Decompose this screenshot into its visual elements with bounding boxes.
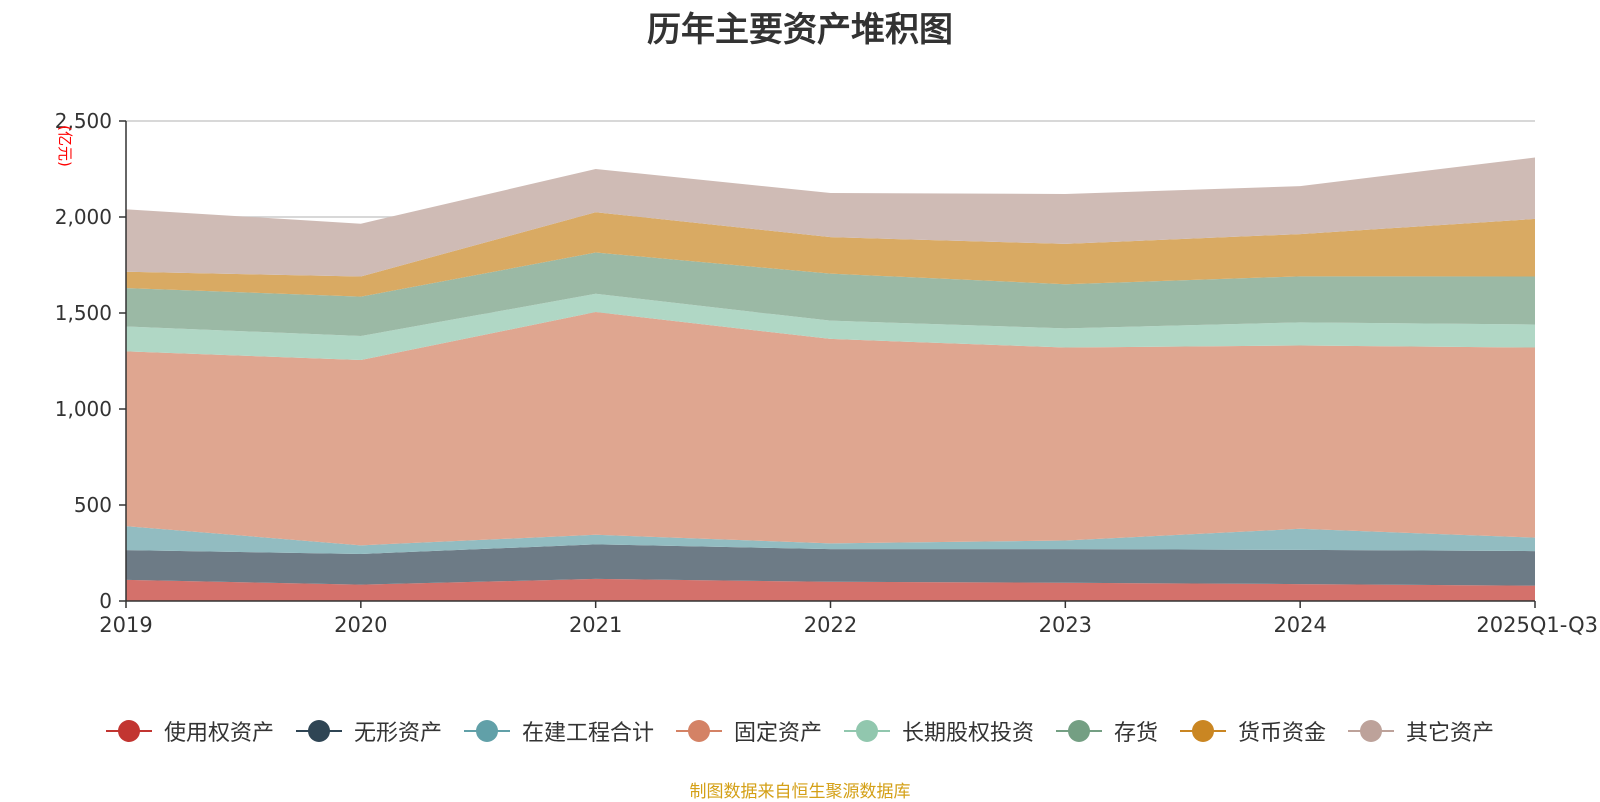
area-series-6 — [126, 252, 1535, 337]
x-tick-label: 2025Q1-Q3 — [1476, 613, 1598, 637]
chart-title: 历年主要资产堆积图 — [647, 10, 953, 50]
legend-label: 固定资产 — [733, 721, 822, 746]
area-series-2 — [126, 544, 1535, 586]
legend-label: 其它资产 — [1406, 721, 1495, 746]
x-tick-label: 2020 — [334, 613, 387, 637]
x-tick-label: 2019 — [99, 613, 152, 637]
y-tick-label: 500 — [74, 493, 112, 517]
y-tick-label: 2,000 — [55, 205, 112, 229]
legend-item-1[interactable]: 使用权资产 — [105, 715, 274, 747]
legend-item-2[interactable]: 无形资产 — [295, 715, 442, 747]
legend-marker-icon — [844, 719, 890, 743]
legend-marker-icon — [1056, 719, 1103, 743]
y-tick-label: 1,500 — [55, 301, 112, 325]
legend-marker-icon — [675, 719, 722, 743]
area-series — [126, 157, 1535, 601]
legend-item-4[interactable]: 固定资产 — [675, 715, 822, 747]
x-tick-label: 2022 — [804, 613, 857, 637]
area-series-8 — [126, 157, 1535, 277]
legend-item-5[interactable]: 长期股权投资 — [844, 715, 1034, 747]
y-tick-label: 2,500 — [55, 109, 112, 133]
legend-label: 存货 — [1114, 721, 1159, 746]
x-tick-label: 2024 — [1273, 613, 1326, 637]
legend-label: 使用权资产 — [163, 721, 274, 746]
legend-item-7[interactable]: 货币资金 — [1180, 715, 1326, 747]
legend-item-6[interactable]: 存货 — [1056, 715, 1158, 747]
data-source-note: 制图数据来自恒生聚源数据库 — [689, 782, 911, 802]
area-series-1 — [126, 578, 1535, 601]
area-series-3 — [126, 526, 1535, 554]
x-axis-ticks: 2019 2020 2021 2022 2023 2024 2025Q1-Q3 — [99, 601, 1598, 637]
legend-item-8[interactable]: 其它资产 — [1348, 715, 1494, 747]
legend-marker-icon — [105, 719, 152, 743]
legend-marker-icon — [295, 719, 342, 743]
x-tick-label: 2021 — [569, 613, 622, 637]
legend-marker-icon — [1180, 719, 1227, 743]
x-tick-label: 2023 — [1039, 613, 1092, 637]
y-axis-unit-label: (亿元) — [56, 125, 74, 167]
legend-marker-icon — [1348, 719, 1395, 743]
legend: 使用权资产 无形资产 在建工程合计 固定资产 长期股权投资 存货 货币资金 其它资产 — [0, 715, 1600, 747]
y-axis-ticks: 0 500 1,000 1,500 2,000 2,500 — [55, 109, 126, 613]
y-tick-label: 0 — [99, 589, 112, 613]
area-series-4 — [126, 312, 1535, 546]
legend-label: 货币资金 — [1238, 721, 1327, 746]
legend-label: 无形资产 — [353, 721, 442, 746]
y-tick-label: 1,000 — [55, 397, 112, 421]
legend-item-3[interactable]: 在建工程合计 — [463, 715, 654, 747]
legend-marker-icon — [463, 719, 510, 743]
area-series-5 — [126, 293, 1535, 361]
stacked-area-chart: 0 500 1,000 1,500 2,000 2,500 2019 2020 2021 202… — [55, 109, 1598, 637]
area-series-7 — [126, 212, 1535, 297]
legend-label: 长期股权投资 — [902, 721, 1035, 746]
legend-label: 在建工程合计 — [521, 721, 654, 746]
